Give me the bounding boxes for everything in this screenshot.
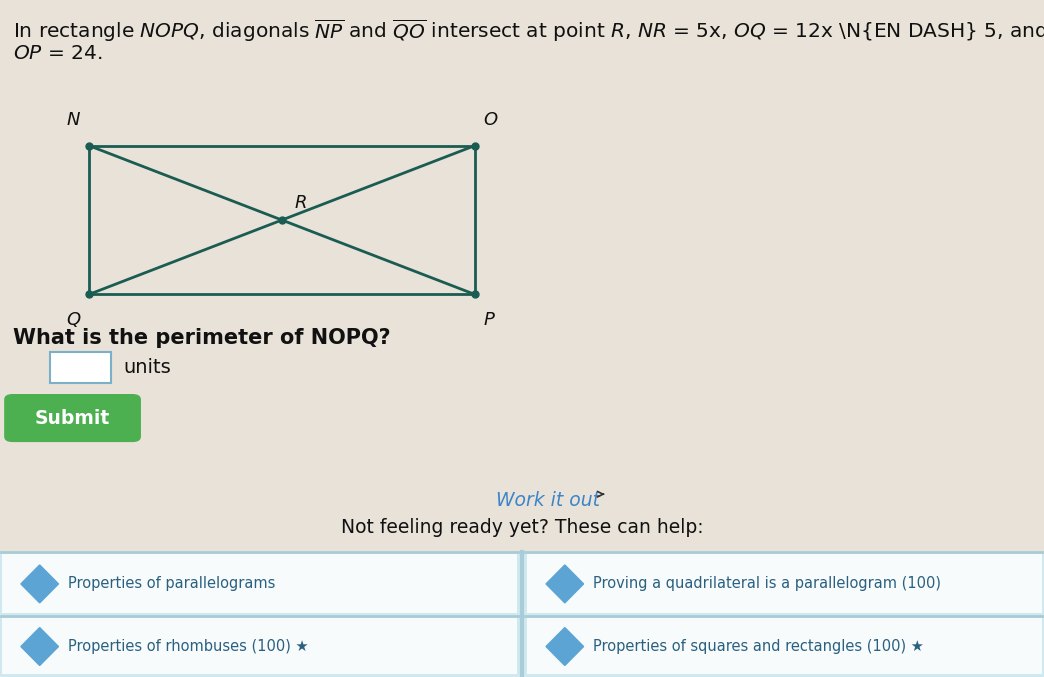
FancyBboxPatch shape [527, 554, 1042, 613]
Text: In rectangle $\mathit{NOPQ}$, diagonals $\overline{\mathit{NP}}$ and $\overline{: In rectangle $\mathit{NOPQ}$, diagonals … [13, 17, 1044, 44]
Polygon shape [546, 565, 584, 603]
Text: Submit: Submit [34, 408, 111, 428]
Text: Work it out: Work it out [496, 491, 600, 510]
Polygon shape [21, 565, 58, 603]
Text: Properties of parallelograms: Properties of parallelograms [68, 576, 276, 592]
Text: P: P [483, 311, 494, 330]
Text: Q: Q [66, 311, 80, 330]
Text: $\mathit{OP}$ = 24.: $\mathit{OP}$ = 24. [13, 44, 102, 63]
FancyBboxPatch shape [2, 554, 517, 613]
FancyBboxPatch shape [0, 552, 1044, 677]
Polygon shape [546, 628, 584, 665]
Text: units: units [123, 357, 171, 377]
Text: Not feeling ready yet? These can help:: Not feeling ready yet? These can help: [340, 518, 704, 537]
Text: Properties of rhombuses (100) ★: Properties of rhombuses (100) ★ [68, 639, 308, 654]
Text: R: R [294, 194, 307, 212]
Text: N: N [67, 110, 80, 129]
FancyBboxPatch shape [2, 618, 517, 674]
Text: Properties of squares and rectangles (100) ★: Properties of squares and rectangles (10… [593, 639, 924, 654]
Text: What is the perimeter of NOPQ?: What is the perimeter of NOPQ? [13, 328, 390, 349]
Text: Proving a quadrilateral is a parallelogram (100): Proving a quadrilateral is a parallelogr… [593, 576, 941, 592]
FancyBboxPatch shape [527, 618, 1042, 674]
Polygon shape [21, 628, 58, 665]
FancyBboxPatch shape [4, 394, 141, 442]
Text: O: O [483, 110, 498, 129]
FancyBboxPatch shape [50, 352, 111, 383]
